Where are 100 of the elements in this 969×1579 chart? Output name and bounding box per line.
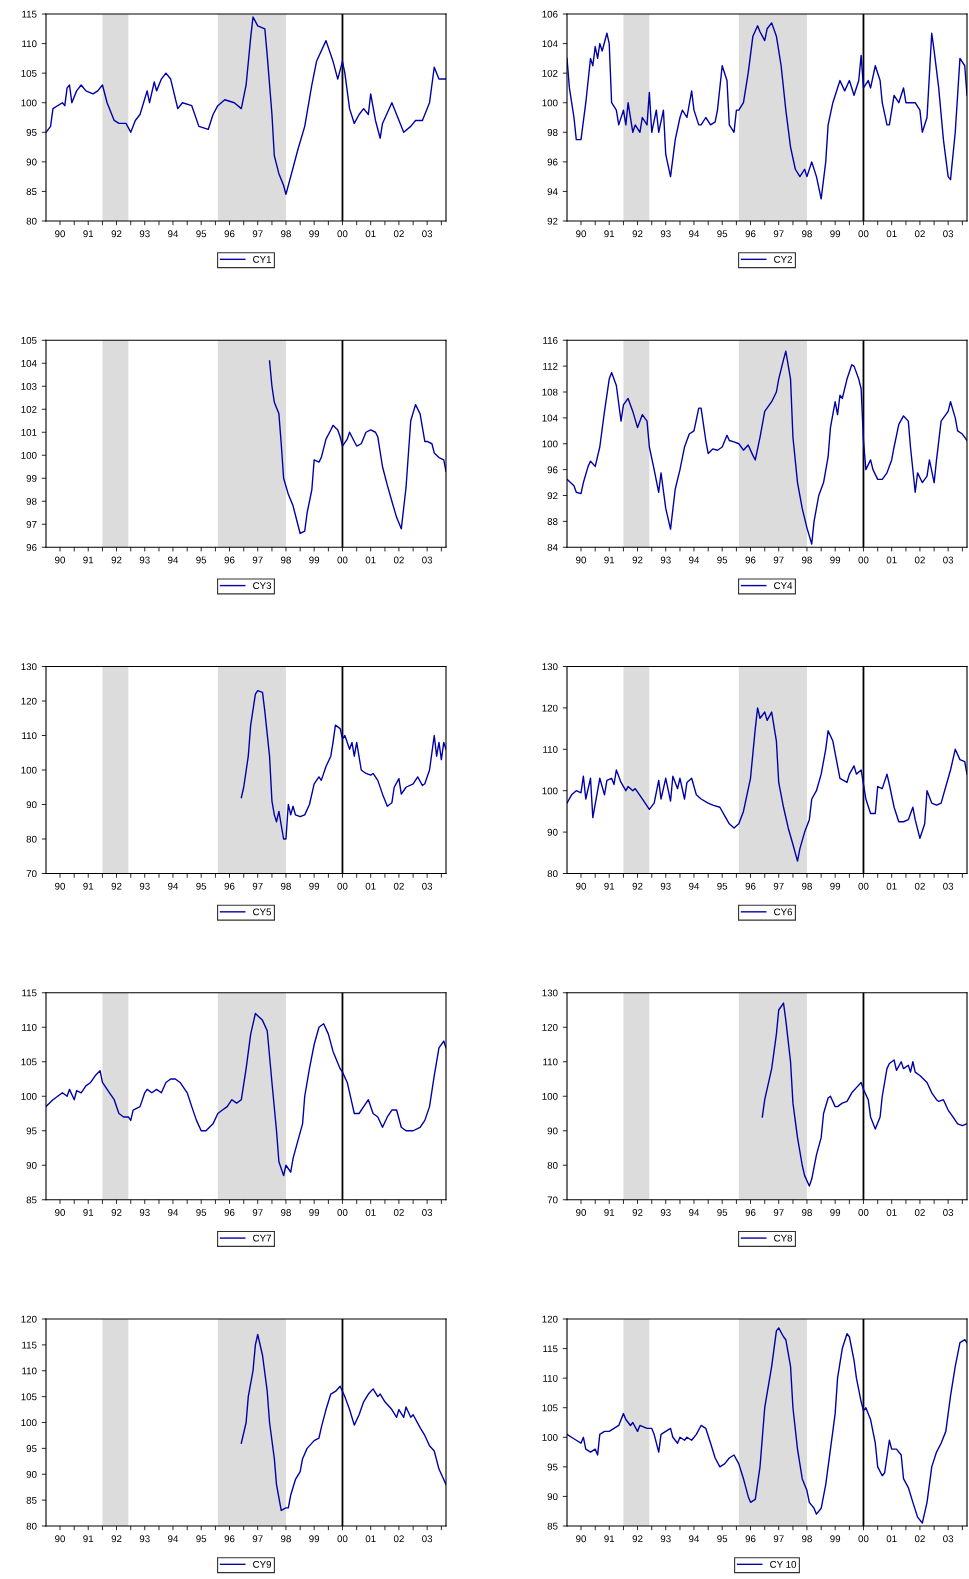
x-tick-label: 01 [886, 882, 897, 890]
x-tick-label: 96 [745, 556, 756, 564]
y-tick-label: 110 [22, 1367, 37, 1375]
x-tick-label: 97 [773, 230, 784, 238]
x-tick-label: 98 [801, 230, 812, 238]
x-tick-label: 93 [660, 230, 671, 238]
x-tick-label: 98 [280, 556, 291, 564]
x-tick-label: 03 [943, 1535, 954, 1543]
x-tick-label: 91 [83, 556, 94, 564]
x-tick-label: 01 [365, 1209, 376, 1216]
x-tick-label: 01 [886, 1535, 897, 1543]
y-tick-label: 104 [21, 359, 37, 367]
x-tick-label: 91 [83, 882, 94, 890]
x-tick-label: 97 [773, 882, 784, 890]
y-tick-label: 104 [542, 40, 558, 48]
x-tick-label: 90 [576, 230, 587, 238]
x-tick-label: 00 [337, 230, 348, 238]
x-tick-label: 02 [914, 556, 925, 564]
x-tick-label: 92 [111, 230, 122, 238]
x-tick-label: 02 [393, 882, 404, 890]
y-tick-label: 102 [21, 405, 37, 413]
y-tick-label: 80 [547, 870, 558, 878]
y-tick-label: 100 [21, 451, 37, 459]
x-tick-label: 90 [576, 556, 587, 564]
x-tick-label: 99 [309, 556, 320, 564]
x-tick-label: 99 [830, 556, 841, 564]
x-tick-label: 90 [576, 1535, 587, 1543]
y-tick-label: 100 [21, 1419, 37, 1427]
x-tick-label: 94 [689, 882, 700, 890]
x-tick-label: 03 [943, 230, 954, 238]
y-tick-label: 80 [26, 217, 37, 225]
x-tick-label: 96 [224, 556, 235, 564]
x-tick-label: 03 [422, 1535, 433, 1543]
x-tick-label: 93 [660, 882, 671, 890]
x-tick-label: 00 [337, 1535, 348, 1543]
x-tick-label: 91 [604, 556, 615, 564]
x-tick-label: 98 [280, 230, 291, 238]
y-tick-label: 92 [547, 217, 558, 225]
x-tick-label: 93 [139, 1535, 150, 1543]
x-tick-label: 99 [309, 1209, 320, 1216]
x-tick-label: 95 [196, 230, 207, 238]
y-tick-label: 116 [543, 336, 558, 344]
x-tick-label: 93 [660, 1535, 671, 1543]
x-tick-label: 99 [309, 882, 320, 890]
legend-label: CY 10 [770, 1560, 797, 1568]
x-tick-label: 96 [224, 1209, 235, 1216]
y-tick-label: 90 [547, 1127, 558, 1135]
y-tick-label: 100 [542, 1434, 558, 1441]
x-tick-label: 01 [886, 556, 897, 564]
y-tick-label: 115 [22, 989, 37, 997]
x-tick-label: 92 [111, 556, 122, 564]
y-tick-label: 85 [547, 1522, 558, 1530]
y-tick-label: 98 [26, 497, 37, 505]
y-tick-label: 85 [26, 1196, 37, 1204]
y-tick-label: 80 [547, 1161, 558, 1169]
x-tick-label: 97 [773, 556, 784, 564]
x-tick-label: 99 [830, 230, 841, 238]
y-tick-label: 100 [542, 440, 558, 448]
x-tick-label: 95 [717, 882, 728, 890]
x-tick-label: 90 [55, 1535, 66, 1543]
x-tick-label: 95 [717, 556, 728, 564]
x-tick-label: 96 [745, 882, 756, 890]
x-tick-label: 91 [83, 1209, 94, 1216]
y-tick-label: 106 [542, 10, 558, 18]
legend-label: CY3 [253, 582, 272, 590]
y-tick-label: 95 [26, 129, 37, 136]
y-tick-label: 112 [543, 362, 558, 370]
y-tick-label: 110 [543, 746, 558, 753]
x-tick-label: 96 [224, 882, 235, 890]
x-tick-label: 02 [393, 230, 404, 238]
x-tick-label: 01 [365, 882, 376, 890]
x-tick-label: 96 [224, 230, 235, 238]
y-tick-label: 88 [547, 518, 558, 525]
x-tick-label: 01 [886, 230, 897, 238]
line-series [567, 707, 967, 862]
y-tick-label: 120 [21, 1315, 37, 1323]
x-tick-label: 97 [252, 556, 263, 564]
y-tick-label: 98 [547, 129, 558, 136]
x-tick-label: 94 [689, 1209, 700, 1216]
y-tick-label: 108 [542, 388, 558, 396]
y-tick-label: 80 [26, 835, 37, 843]
x-tick-label: 95 [196, 1535, 207, 1543]
x-tick-label: 90 [55, 556, 66, 564]
x-tick-label: 95 [196, 556, 207, 564]
x-tick-label: 01 [365, 230, 376, 238]
y-tick-label: 100 [542, 99, 558, 107]
y-tick-label: 100 [542, 1092, 558, 1100]
y-tick-label: 96 [547, 466, 558, 474]
y-tick-label: 120 [542, 1315, 558, 1323]
y-tick-label: 85 [26, 1496, 37, 1504]
x-tick-label: 94 [168, 882, 179, 890]
x-tick-label: 92 [111, 1209, 122, 1216]
x-tick-label: 93 [139, 230, 150, 238]
x-tick-label: 02 [914, 1535, 925, 1543]
x-tick-label: 98 [801, 556, 812, 564]
x-tick-label: 94 [168, 1209, 179, 1216]
legend-label: CY1 [253, 255, 272, 263]
x-tick-label: 99 [830, 882, 841, 890]
x-tick-label: 03 [422, 556, 433, 564]
legend-label: CY7 [253, 1234, 272, 1242]
